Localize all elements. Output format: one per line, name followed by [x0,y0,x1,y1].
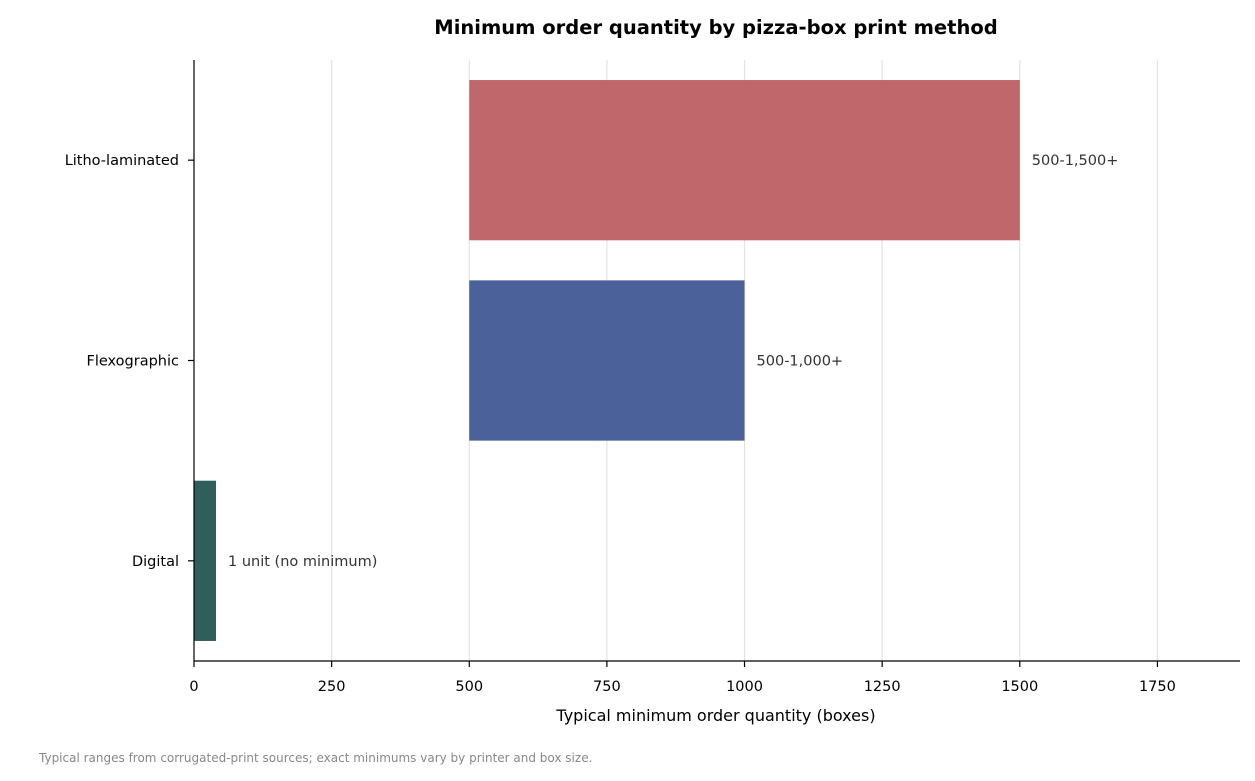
x-tick-label: 1250 [864,679,901,695]
bars [194,80,1020,641]
footnote: Typical ranges from corrugated-print sou… [38,751,592,765]
x-tick-label: 500 [455,679,483,695]
y-tick-label: Flexographic [87,354,180,370]
x-tick-label: 1500 [1001,679,1038,695]
x-tick-label: 250 [318,679,346,695]
bar-flexographic [469,280,745,441]
data-label: 1 unit (no minimum) [228,554,377,570]
y-tick-label: Litho-laminated [65,153,179,169]
x-tick-label: 1750 [1139,679,1176,695]
x-tick-label: 1000 [726,679,763,695]
data-label: 500-1,500+ [1032,153,1119,169]
x-tick-label: 750 [593,679,621,695]
x-tick-label: 0 [189,679,198,695]
y-tick-label: Digital [132,554,179,570]
bar-digital [194,480,217,641]
bar-litho-laminated [469,80,1020,241]
data-label: 500-1,000+ [757,354,844,370]
ticks: 0 250 500 750 1000 1250 1500 1750 Litho-laminate… [65,153,1176,695]
x-axis-title: Typical minimum order quantity (boxes) [555,706,875,725]
chart-title: Minimum order quantity by pizza-box prin… [434,16,997,39]
data-labels: 500-1,500+ 500-1,000+ 1 unit (no minimum) [228,153,1118,570]
